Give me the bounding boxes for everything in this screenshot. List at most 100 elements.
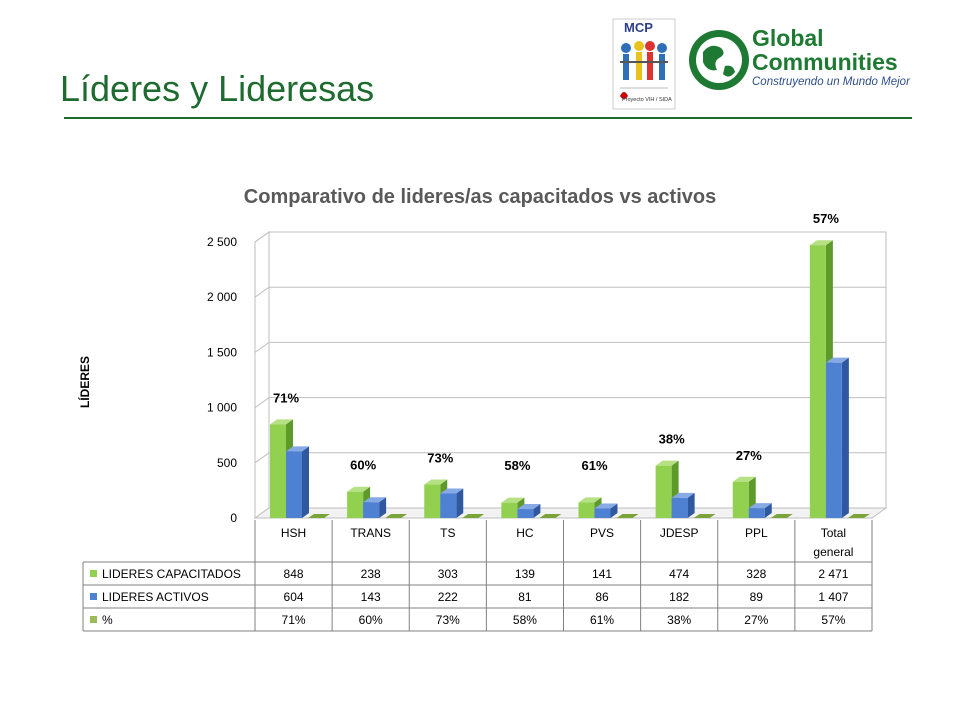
bar-activos (825, 362, 842, 518)
bar-activos-top (517, 504, 541, 510)
table-cell: 71% (282, 613, 306, 627)
y-axis-label: LÍDERES (77, 356, 92, 408)
bar-pct (847, 514, 870, 518)
bar-capacitados (270, 424, 286, 518)
table-cell: 604 (284, 590, 304, 604)
bar-capacitados (655, 465, 672, 518)
mcp-logo-subtitle: Proyecto VIH / SIDA (622, 97, 672, 103)
gc-logo-subtitle: Construyendo un Mundo Mejor (752, 76, 910, 88)
bar-activos (363, 502, 380, 518)
table-cell: 61% (590, 613, 614, 627)
bar-activos-side (687, 492, 695, 518)
table-cell: 222 (438, 590, 458, 604)
bar-activos-top (286, 446, 309, 452)
bar-activos-side (302, 446, 309, 518)
table-category: Total (821, 526, 846, 540)
table-category: TRANS (350, 526, 391, 540)
bar-capacitados (578, 502, 595, 518)
gridline-side (254, 341, 270, 353)
bar-activos-top (594, 503, 618, 509)
table-cell: 1 407 (818, 590, 848, 604)
mcp-logo (612, 18, 676, 110)
bar-pct (539, 514, 562, 518)
bar-activos (748, 508, 765, 518)
y-tick-label: 2 000 (207, 290, 237, 304)
bar-activos-side (456, 488, 464, 518)
table-cell: 86 (595, 590, 609, 604)
bar-pct (385, 514, 408, 518)
globe-icon (689, 30, 749, 90)
legend-label: LIDERES CAPACITADOS (102, 567, 241, 581)
legend-key (90, 616, 97, 623)
table-cell: 60% (359, 613, 383, 627)
bar-activos (517, 509, 534, 518)
chart-back-wall (268, 231, 887, 509)
bar-activos-top (671, 492, 695, 498)
y-tick-label: 1 500 (207, 345, 237, 359)
gc-logo-line1: Global (752, 25, 824, 51)
bar-activos-side (610, 503, 618, 518)
bar-activos-side (764, 503, 772, 518)
data-label: 27% (736, 448, 762, 463)
bar-activos-top (440, 488, 464, 494)
table-category: TS (440, 526, 455, 540)
chart-side-wall (254, 231, 270, 519)
table-cell: 2 471 (818, 567, 848, 581)
data-label: 57% (813, 211, 839, 226)
bar-capacitados-top (270, 419, 293, 425)
bar-capacitados (347, 491, 364, 518)
bar-capacitados-top (501, 497, 525, 503)
bar-activos-top (825, 357, 849, 363)
table-cell: 89 (750, 590, 764, 604)
table-category: PPL (745, 526, 768, 540)
bar-capacitados (732, 481, 749, 518)
data-label: 58% (504, 458, 530, 473)
data-label: 38% (659, 432, 685, 447)
bar-pct (693, 514, 716, 518)
table-cell: 141 (592, 567, 612, 581)
table-cell: 143 (361, 590, 381, 604)
bar-activos (286, 451, 302, 518)
gridline-side (254, 286, 270, 298)
data-label: 60% (350, 458, 376, 473)
bar-pct (616, 514, 639, 518)
bar-pct (308, 514, 330, 518)
y-tick-label: 2 500 (207, 235, 237, 249)
bar-capacitados-top (347, 486, 371, 492)
y-tick-label: 500 (217, 456, 237, 470)
page-title: Líderes y Lideresas (60, 68, 375, 109)
bar-capacitados-top (732, 476, 756, 482)
bar-activos-side (379, 497, 387, 518)
y-tick-label: 1 000 (207, 401, 237, 415)
bar-pct (770, 514, 793, 518)
bar-activos-side (533, 504, 541, 518)
bar-capacitados-top (578, 497, 602, 503)
gridline-side (254, 231, 270, 243)
table-category: JDESP (660, 526, 699, 540)
table-cell: 303 (438, 567, 458, 581)
chart-title: Comparativo de lideres/as capacitados vs… (244, 186, 716, 208)
table-cell: 27% (744, 613, 768, 627)
table-cell: 474 (669, 567, 689, 581)
bar-activos (594, 508, 611, 518)
table-cell: 81 (518, 590, 532, 604)
data-label: 73% (427, 451, 453, 466)
bar-capacitados-top (424, 479, 448, 485)
table-cell: 328 (746, 567, 766, 581)
gridline-side (254, 452, 270, 464)
legend-key (90, 570, 97, 577)
legend-key (90, 593, 97, 600)
table-cell: 238 (361, 567, 381, 581)
gc-logo-line2: Communities (752, 49, 898, 75)
bar-activos (671, 497, 688, 518)
bar-capacitados (424, 484, 441, 518)
data-label: 71% (273, 390, 299, 405)
bar-activos-top (748, 503, 772, 509)
table-cell: 58% (513, 613, 537, 627)
table-category: HC (516, 526, 534, 540)
bar-activos-top (363, 497, 387, 503)
table-cell: 38% (667, 613, 691, 627)
table-cell: 182 (669, 590, 689, 604)
gridline-side (254, 397, 270, 409)
